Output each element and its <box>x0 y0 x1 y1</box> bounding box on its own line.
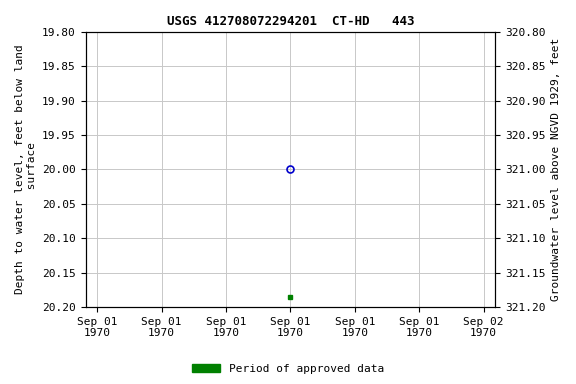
Y-axis label: Depth to water level, feet below land
 surface: Depth to water level, feet below land su… <box>15 45 37 294</box>
Title: USGS 412708072294201  CT-HD   443: USGS 412708072294201 CT-HD 443 <box>166 15 414 28</box>
Legend: Period of approved data: Period of approved data <box>188 359 388 379</box>
Y-axis label: Groundwater level above NGVD 1929, feet: Groundwater level above NGVD 1929, feet <box>551 38 561 301</box>
